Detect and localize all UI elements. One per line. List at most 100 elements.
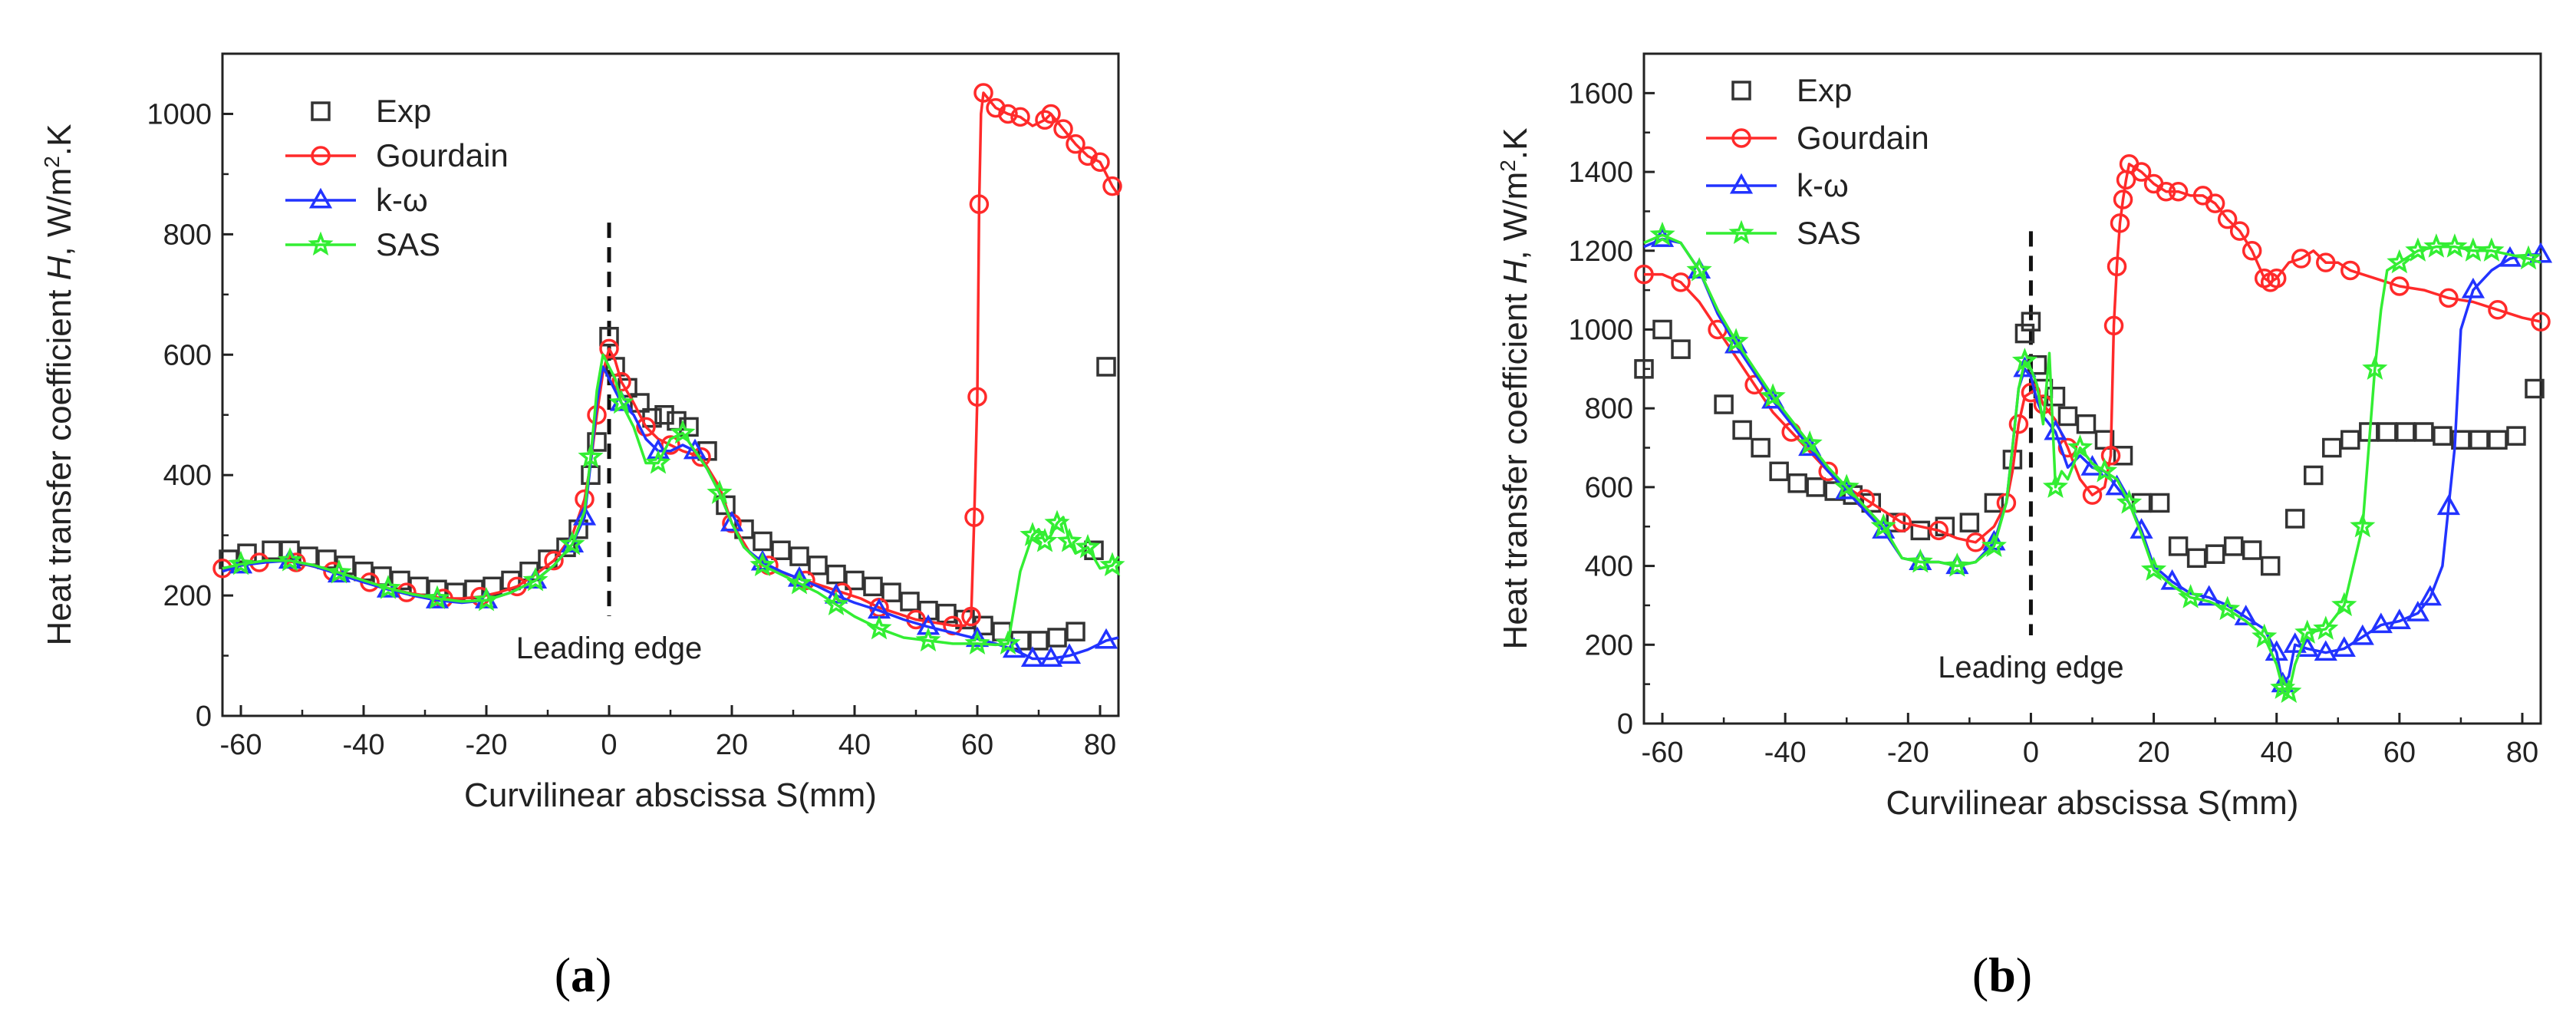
data-point: [599, 338, 619, 359]
data-point: [1959, 513, 1980, 532]
y-axis-label-prefix: Heat transfer coefficient: [41, 280, 78, 645]
panel-label: (a): [555, 948, 612, 1002]
data-point: [2451, 430, 2471, 450]
x-axis-label: Curvilinear abscissa S(mm): [1886, 784, 2299, 822]
data-point: [375, 575, 401, 599]
data-point: [572, 504, 597, 526]
data-point: [523, 568, 548, 589]
data-point: [2350, 624, 2374, 645]
data-point: [2168, 536, 2189, 556]
legend-marker: [1729, 173, 1754, 194]
panel-label-open: (: [1972, 948, 1988, 1002]
series-Exp: [219, 326, 1116, 651]
legend-marker: [1728, 219, 1754, 245]
data-point: [1687, 258, 1711, 279]
data-point: [670, 419, 696, 444]
data-point: [2021, 312, 2041, 331]
data-point: [2234, 605, 2258, 625]
data-point: [2488, 300, 2508, 320]
legend-entry-label: k-ω: [376, 182, 428, 218]
x-tick-label: 0: [601, 729, 617, 761]
data-point: [560, 532, 585, 552]
data-point: [823, 591, 849, 615]
data-point: [2242, 241, 2262, 261]
data-point: [609, 390, 634, 411]
data-point: [2387, 608, 2411, 630]
x-axis-label: Curvilinear abscissa S(mm): [464, 776, 877, 814]
x-tick-label: 0: [2023, 737, 2039, 769]
x-tick-label: 20: [716, 729, 748, 761]
y-tick-label: 400: [163, 460, 212, 492]
data-point: [1907, 548, 1933, 573]
y-tick-label: 400: [1585, 551, 1633, 583]
y-tick-label: 1600: [1568, 77, 1633, 110]
data-point: [2042, 473, 2069, 498]
data-point: [1714, 394, 1734, 414]
data-point: [2377, 422, 2397, 442]
data-point: [522, 566, 548, 592]
x-tick-label: 80: [2506, 737, 2538, 769]
data-point: [2260, 556, 2281, 576]
data-point: [1029, 631, 1049, 651]
y-axis-label-sup: 2: [1496, 160, 1520, 172]
data-point: [2436, 494, 2460, 516]
leading-edge-label: Leading edge: [516, 631, 702, 665]
data-point: [787, 565, 812, 587]
data-point: [2439, 288, 2459, 308]
data-point: [973, 83, 993, 103]
data-point: [2461, 277, 2485, 298]
data-point: [2418, 585, 2442, 606]
data-point: [2107, 256, 2127, 277]
data-point: [965, 626, 990, 648]
data-point: [2390, 276, 2410, 296]
data-point: [2406, 601, 2429, 622]
legend-marker: [311, 146, 331, 166]
data-point: [2186, 548, 2207, 569]
y-tick-label: 200: [163, 580, 212, 612]
data-point: [2276, 678, 2302, 704]
data-point: [1044, 509, 1070, 535]
data-point: [2469, 430, 2489, 450]
data-point: [1075, 533, 1101, 559]
chart-panel-b: -60 -40 -20 0 20 40 60 800200400600800100012001…: [1496, 52, 2553, 1002]
data-point: [1032, 527, 1058, 552]
legend-marker: [308, 187, 333, 209]
data-point: [2197, 585, 2221, 606]
y-tick-label: 1200: [1568, 236, 1633, 268]
data-point: [973, 615, 993, 636]
data-point: [1649, 221, 1675, 246]
data-point: [424, 585, 450, 610]
data-point: [2205, 193, 2225, 213]
y-axis-label: Heat transfer coefficient H, W/m2.K: [40, 124, 79, 646]
data-point: [1929, 520, 1949, 541]
x-tick-label: 40: [2261, 737, 2293, 769]
data-point: [2223, 536, 2244, 556]
data-point: [1090, 152, 1110, 172]
series-k-ω: [1643, 226, 2553, 693]
data-point: [2331, 592, 2357, 617]
data-point: [262, 540, 282, 560]
chart-panel-a: -60 -40 -20 0 20 40 60 8002004006008001000Leadi…: [40, 52, 1125, 1002]
data-point: [2205, 544, 2225, 564]
x-tick-label: 20: [2137, 737, 2169, 769]
data-point: [1833, 473, 1860, 498]
data-point: [544, 550, 564, 571]
panel-label-letter: b: [1988, 948, 2016, 1002]
y-axis-label-unit: , W/m: [41, 168, 78, 256]
data-point: [1047, 628, 1067, 648]
data-point: [961, 606, 981, 627]
data-point: [1671, 272, 1691, 292]
data-point: [1099, 552, 1125, 576]
data-point: [2291, 249, 2311, 269]
legend-entry-label: Exp: [376, 93, 431, 129]
x-tick-label: -20: [1887, 737, 1929, 769]
data-point: [2044, 419, 2067, 440]
data-point: [2531, 312, 2551, 331]
data-point: [824, 582, 848, 604]
data-point: [1056, 527, 1082, 552]
data-point: [660, 435, 680, 455]
series-line: [222, 365, 1119, 661]
data-point: [2252, 623, 2278, 648]
data-point: [608, 389, 634, 414]
